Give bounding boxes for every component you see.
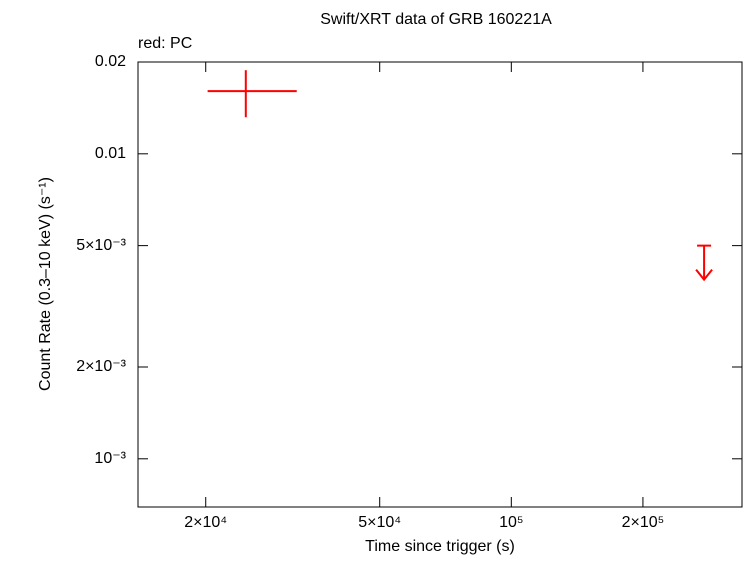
plot-frame bbox=[137, 61, 743, 508]
annotation: red: PC bbox=[138, 35, 192, 52]
y-tick-label: 2×10⁻³ bbox=[76, 358, 126, 375]
x-tick-label: 10⁵ bbox=[499, 514, 523, 531]
x-axis-label: Time since trigger (s) bbox=[365, 538, 515, 555]
y-tick-label: 0.02 bbox=[95, 53, 126, 70]
x-tick-label: 5×10⁴ bbox=[358, 514, 401, 531]
y-tick-label: 0.01 bbox=[95, 145, 126, 162]
x-tick-label: 2×10⁴ bbox=[184, 514, 227, 531]
y-tick-label: 10⁻³ bbox=[94, 450, 126, 467]
chart-title: Swift/XRT data of GRB 160221A bbox=[320, 11, 552, 28]
x-tick-label: 2×10⁵ bbox=[622, 514, 665, 531]
upper-limit-part bbox=[695, 268, 713, 282]
upper-limit bbox=[695, 244, 713, 282]
y-axis-label: Count Rate (0.3–10 keV) (s⁻¹) bbox=[37, 177, 54, 391]
y-tick-label: 5×10⁻³ bbox=[76, 237, 126, 254]
